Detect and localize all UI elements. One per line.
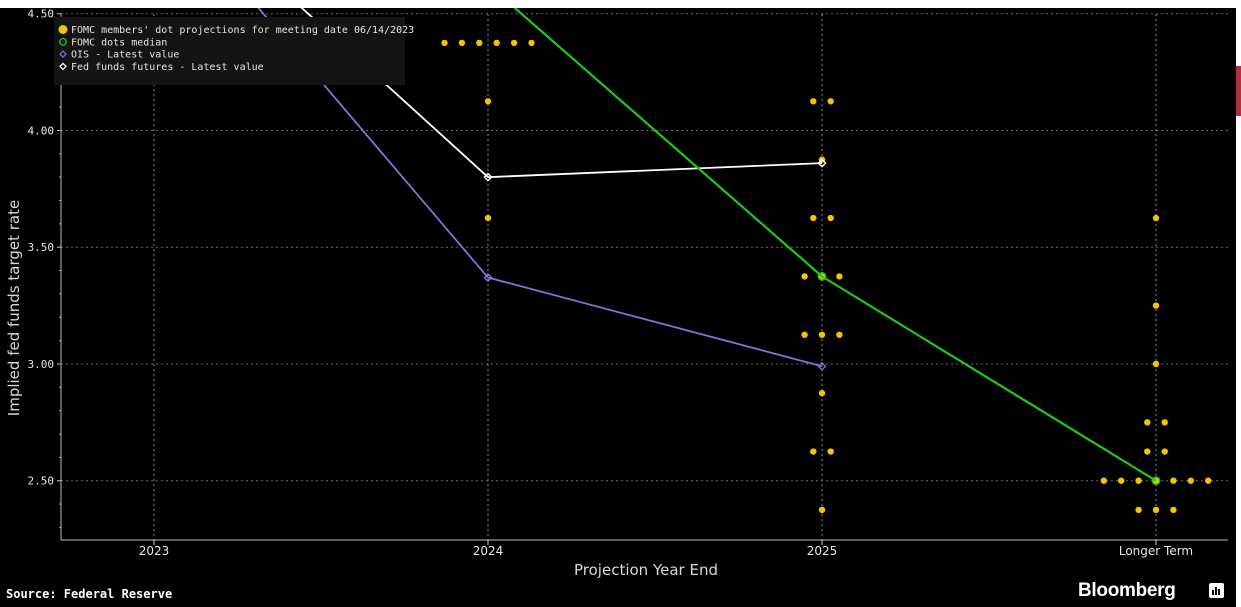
fomc-dot (484, 214, 492, 222)
bloomberg-terminal-icon (1209, 583, 1224, 598)
fomc-dot (818, 506, 826, 514)
fomc-dot (827, 98, 834, 105)
fomc-dot (1205, 477, 1212, 484)
fomc-dot (810, 98, 817, 105)
y-tick-label: 4.50 (28, 8, 55, 21)
fomc-dot (818, 389, 826, 397)
fomc-dot (836, 331, 843, 338)
fomc-dot (528, 39, 535, 47)
axes: 2.503.003.504.004.505.005.506.0020232024… (28, 8, 1228, 558)
fomc-dot (810, 214, 817, 222)
fomc-dot (818, 331, 826, 338)
legend-circle-icon (59, 37, 67, 46)
legend-label: Fed funds futures - Latest value (71, 62, 264, 73)
fomc-dot (1152, 302, 1160, 309)
value-marker (817, 361, 827, 371)
fomc-dot (1100, 477, 1108, 484)
series-line (513, 8, 1157, 482)
legend-label: OIS - Latest value (71, 50, 179, 61)
fomc-dot (801, 273, 808, 280)
fomc-dot (810, 448, 817, 455)
fomc-dot (441, 39, 448, 47)
fomc-dot (1161, 448, 1168, 455)
legend: FOMC members' dot projections for meetin… (54, 17, 414, 85)
source-note: Source: Federal Reserve (6, 587, 173, 601)
fomc-dot (1144, 419, 1151, 426)
y-tick-label: 4.00 (28, 124, 55, 137)
legend-diamond-icon (59, 50, 67, 58)
fomc-dot (1118, 477, 1125, 484)
legend-dot-icon (58, 25, 68, 34)
fomc-dot (1170, 477, 1177, 484)
fomc-dot (1152, 360, 1160, 368)
fomc-dot (836, 273, 843, 280)
fomc-dot (1144, 448, 1151, 455)
x-tick-label: 2023 (139, 544, 170, 558)
grid (61, 13, 1228, 540)
value-marker (817, 158, 827, 168)
fomc-dot (493, 39, 500, 47)
x-tick-label: Longer Term (1119, 544, 1193, 558)
legend-label: FOMC members' dot projections for meetin… (71, 25, 414, 36)
legend-label: FOMC dots median (71, 37, 167, 48)
fomc-dot (1135, 477, 1142, 484)
fomc-dot (1161, 419, 1168, 426)
fomc-dot (1170, 506, 1177, 514)
series-lines (257, 8, 1161, 486)
y-tick-label: 3.50 (28, 241, 55, 254)
value-marker (483, 172, 493, 182)
dot-projections (441, 39, 1212, 514)
y-tick-label: 2.50 (28, 475, 55, 488)
series-line (300, 8, 823, 179)
x-tick-label: 2024 (473, 544, 504, 558)
median-marker (1151, 476, 1161, 486)
value-marker (483, 273, 493, 283)
x-axis-title: Projection Year End (574, 561, 718, 579)
edge-marker (1236, 66, 1241, 116)
fomc-dot (827, 448, 834, 455)
fomc-dot (801, 331, 808, 338)
series-line (257, 8, 823, 368)
legend-diamond-icon (59, 62, 67, 71)
median-marker (817, 272, 827, 281)
x-tick-label: 2025 (807, 544, 838, 558)
fomc-dot (476, 39, 483, 47)
legend-background (54, 17, 405, 85)
fomc-dot (458, 39, 466, 47)
y-tick-label: 3.00 (28, 358, 55, 371)
y-axis-title: Implied fed funds target rate (5, 200, 23, 416)
fomc-dot (484, 98, 492, 105)
fomc-dot (1135, 506, 1142, 514)
chart: 2.503.003.504.004.505.005.506.0020232024… (5, 8, 1228, 579)
fomc-dot (1152, 506, 1160, 514)
fomc-dot (1187, 477, 1195, 484)
chart-frame: 2.503.003.504.004.505.005.506.0020232024… (0, 8, 1241, 607)
fomc-dot (1152, 214, 1160, 222)
bloomberg-logo: Bloomberg (1078, 580, 1176, 601)
fomc-dot (827, 214, 834, 222)
fomc-dot (510, 39, 518, 47)
